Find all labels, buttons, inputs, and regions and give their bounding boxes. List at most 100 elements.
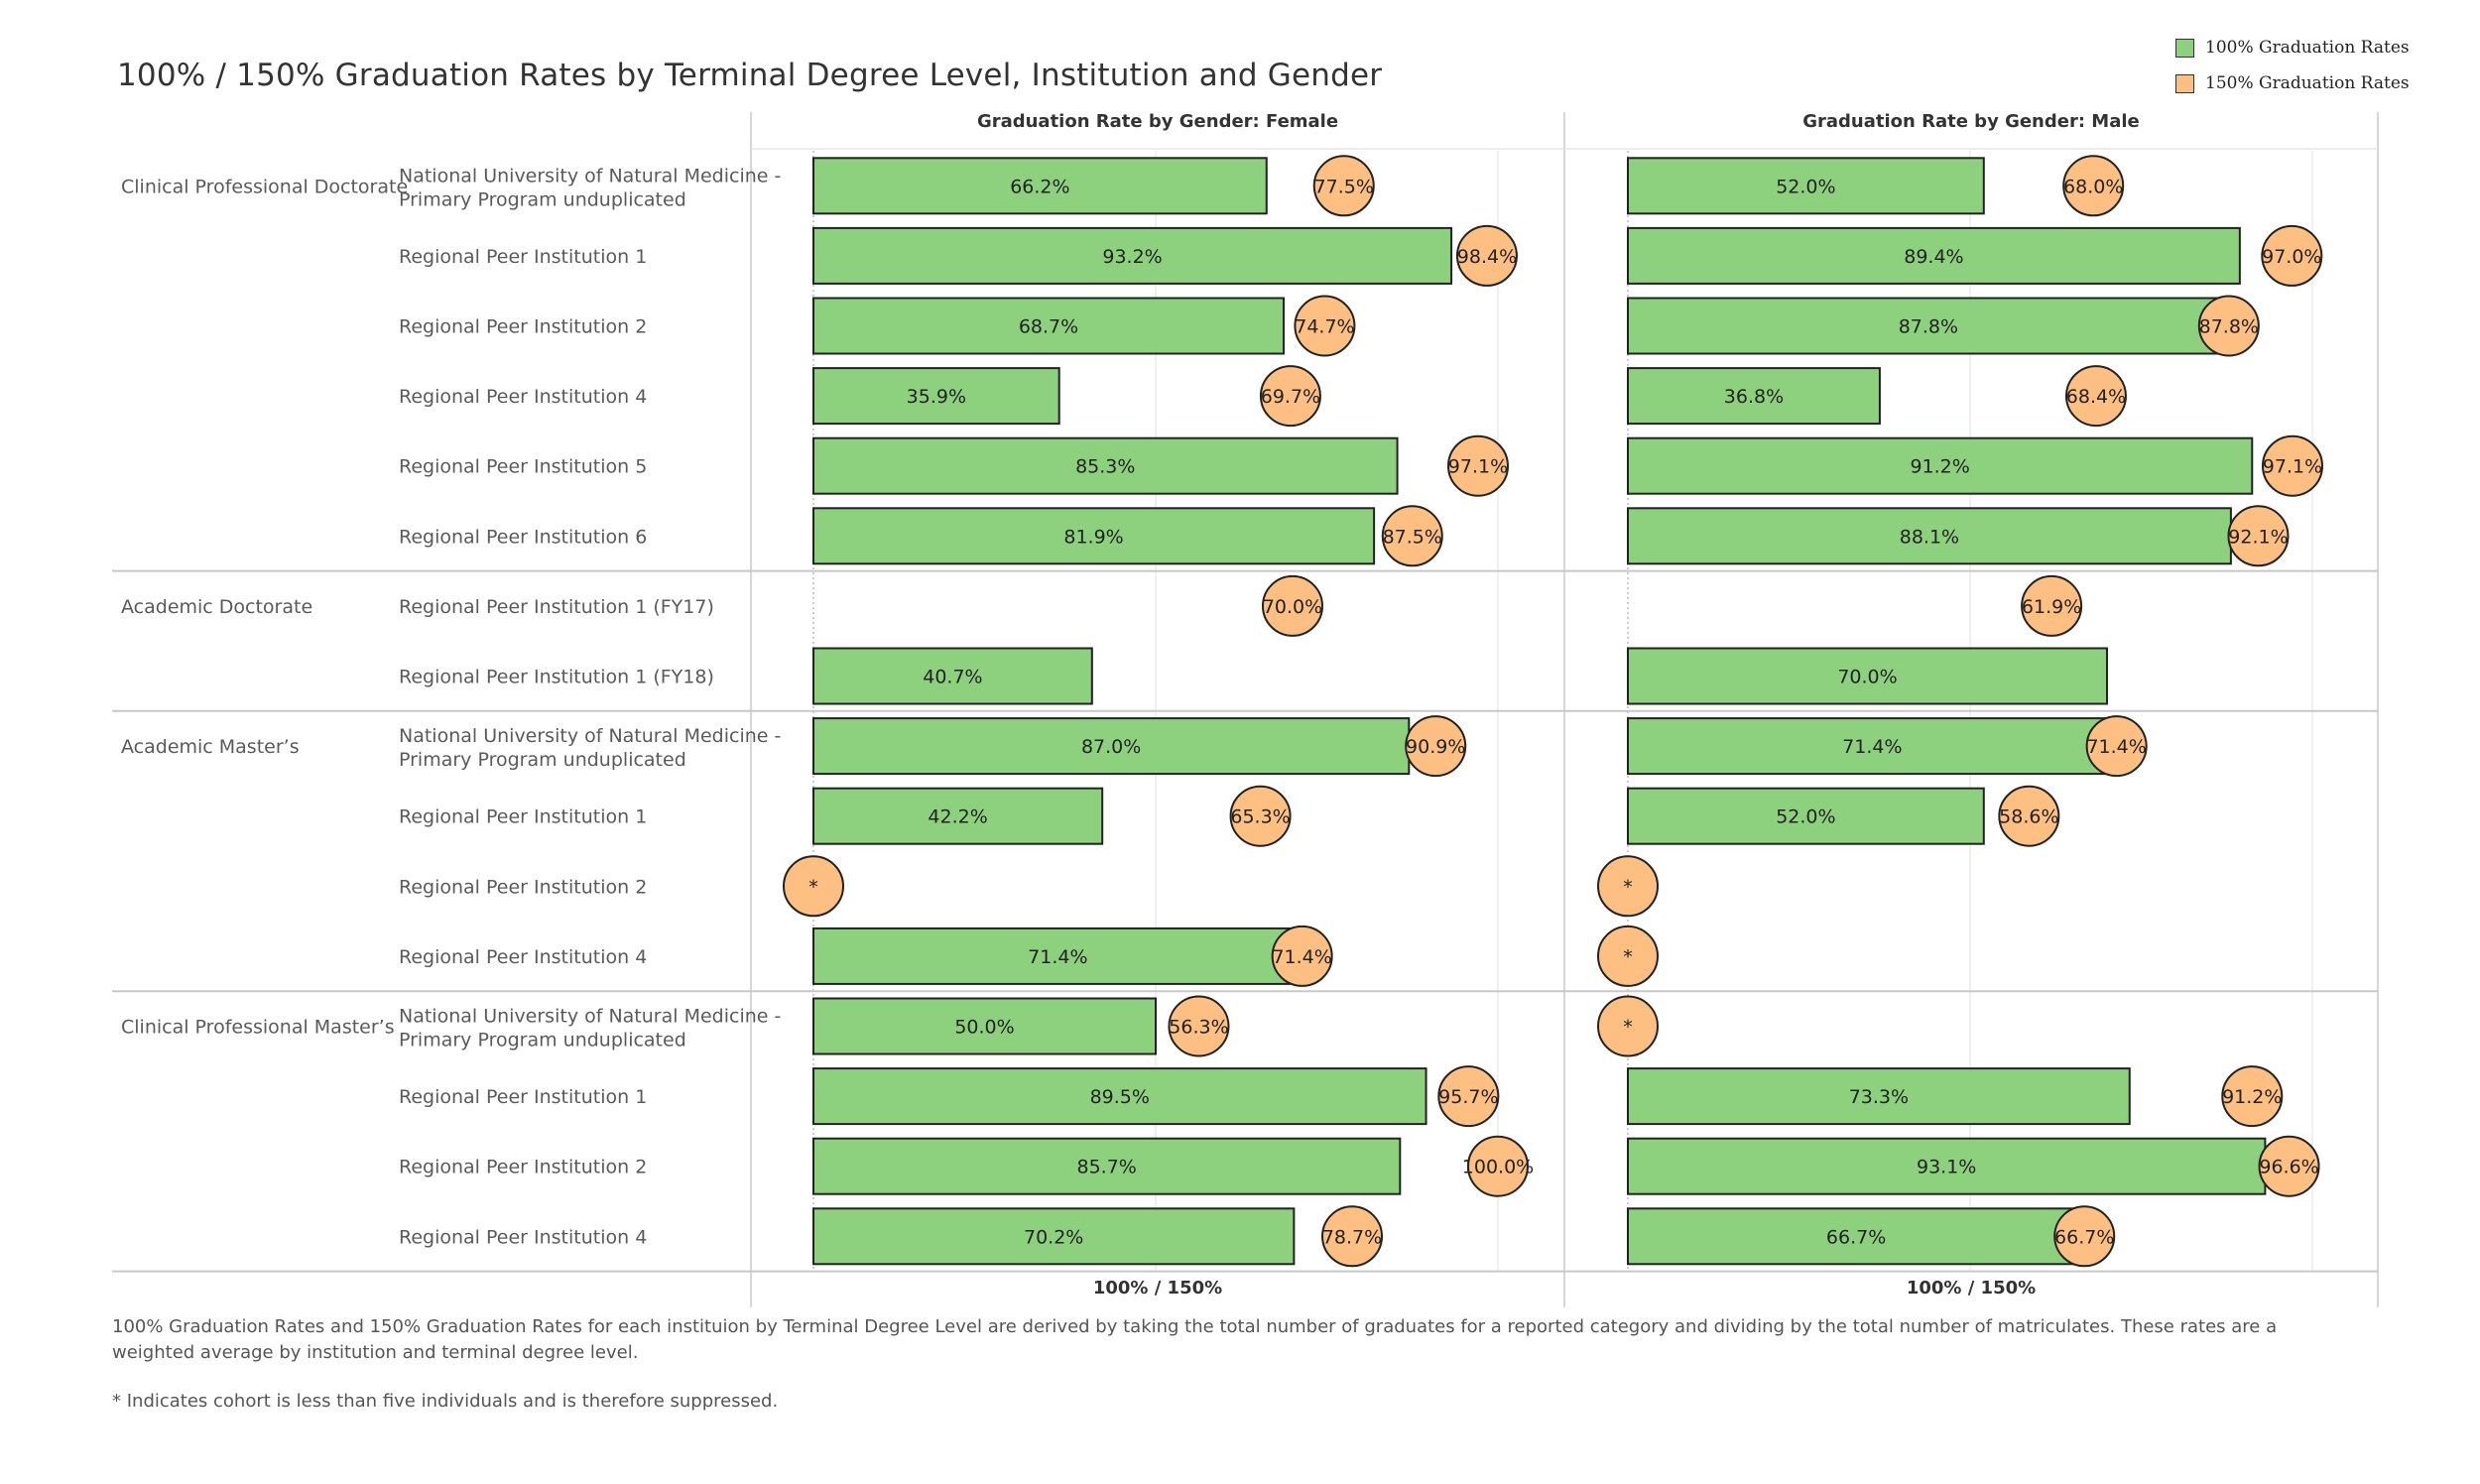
institution-label: National University of Natural Medicine … bbox=[399, 165, 781, 186]
group-label: Academic Doctorate bbox=[121, 596, 312, 618]
institution-label: Regional Peer Institution 4 bbox=[399, 1226, 647, 1248]
dot-label-150-female: 78.7% bbox=[1322, 1226, 1382, 1248]
institution-label: Regional Peer Institution 2 bbox=[399, 1157, 647, 1178]
dot-label-150-male: 66.7% bbox=[2054, 1226, 2114, 1248]
bar-label-100-female: 93.2% bbox=[1102, 246, 1162, 268]
dot-label-150-female: 69.7% bbox=[1261, 386, 1320, 408]
group-label: Academic Master’s bbox=[121, 736, 300, 758]
bar-100-female bbox=[812, 367, 1060, 426]
dot-150-female bbox=[1455, 224, 1518, 287]
dot-150-male bbox=[2261, 224, 2323, 287]
dot-150-female bbox=[1229, 785, 1292, 847]
dot-150-female bbox=[1262, 574, 1323, 637]
legend-item-150[interactable]: 150% Graduation Rates bbox=[2175, 65, 2410, 101]
panel-header-male: Graduation Rate by Gender: Male bbox=[1802, 111, 2140, 132]
bar-label-100-female: 68.7% bbox=[1019, 316, 1078, 338]
chart-title: 100% / 150% Graduation Rates by Terminal… bbox=[117, 58, 1383, 93]
bar-100-female bbox=[812, 1207, 1296, 1266]
legend-swatch-100 bbox=[2175, 38, 2194, 58]
institution-label: Regional Peer Institution 4 bbox=[399, 946, 647, 968]
panel-header-female: Graduation Rate by Gender: Female bbox=[976, 111, 1339, 132]
dot-150-male bbox=[2197, 295, 2260, 357]
x-axis-label-female: 100% / 150% bbox=[1092, 1278, 1223, 1298]
dot-label-150-female: 98.4% bbox=[1457, 246, 1517, 268]
dot-150-male bbox=[2261, 434, 2323, 497]
group-label: Clinical Professional Master’s bbox=[121, 1017, 395, 1039]
bar-label-100-female: 42.2% bbox=[928, 806, 987, 828]
dot-label-150-female: 71.4% bbox=[1272, 946, 1331, 968]
dot-150-male bbox=[2053, 1205, 2116, 1268]
dot-150-female bbox=[1168, 995, 1230, 1057]
bar-label-100-female: 85.7% bbox=[1076, 1157, 1136, 1178]
bar-100-female bbox=[812, 787, 1104, 845]
legend-label-150: 150% Graduation Rates bbox=[2205, 73, 2410, 93]
dot-label-150-male: * bbox=[1623, 876, 1633, 898]
bar-label-100-female: 40.7% bbox=[923, 667, 982, 688]
institution-label: Regional Peer Institution 5 bbox=[399, 456, 647, 478]
bar-label-100-female: 70.2% bbox=[1024, 1226, 1083, 1248]
dot-label-150-female: * bbox=[808, 876, 818, 898]
bar-100-female bbox=[812, 647, 1093, 705]
bar-100-male bbox=[1627, 717, 2118, 776]
dot-150-male bbox=[2258, 1135, 2320, 1197]
bar-label-100-female: 89.5% bbox=[1090, 1086, 1150, 1108]
bar-label-100-female: 35.9% bbox=[907, 386, 966, 408]
dot-label-150-female: 56.3% bbox=[1169, 1017, 1228, 1039]
bar-100-male bbox=[1627, 1137, 2267, 1195]
dot-label-150-female: 100.0% bbox=[1462, 1157, 1534, 1178]
bar-label-100-male: 73.3% bbox=[1849, 1086, 1909, 1108]
bar-100-female bbox=[812, 1067, 1427, 1126]
bar-label-100-male: 91.2% bbox=[1910, 456, 1969, 478]
bar-label-100-male: 52.0% bbox=[1776, 176, 1835, 197]
legend: 100% Graduation Rates 150% Graduation Ra… bbox=[2175, 30, 2410, 101]
dot-150-female bbox=[1467, 1135, 1529, 1197]
dot-label-150-female: 97.1% bbox=[1448, 456, 1508, 478]
bar-label-100-female: 50.0% bbox=[954, 1017, 1014, 1039]
dot-150-male bbox=[1998, 785, 2060, 847]
bar-label-100-male: 52.0% bbox=[1776, 806, 1835, 828]
dot-label-150-male: 87.8% bbox=[2199, 316, 2259, 338]
bar-label-100-male: 71.4% bbox=[1842, 736, 1902, 758]
bar-100-male bbox=[1627, 297, 2230, 355]
bar-label-100-female: 81.9% bbox=[1063, 526, 1123, 548]
dot-label-150-male: 91.2% bbox=[2222, 1086, 2282, 1108]
bar-100-female bbox=[812, 1137, 1402, 1195]
dot-150-female bbox=[1446, 434, 1509, 497]
dot-label-150-male: 71.4% bbox=[2086, 736, 2146, 758]
bar-label-100-male: 88.1% bbox=[1900, 526, 1959, 548]
footnote-methodology: 100% Graduation Rates and 150% Graduatio… bbox=[112, 1316, 2278, 1363]
bar-label-100-female: 85.3% bbox=[1075, 456, 1135, 478]
legend-item-100[interactable]: 100% Graduation Rates bbox=[2175, 30, 2410, 65]
dot-150-female bbox=[1312, 155, 1375, 217]
bar-label-100-female: 66.2% bbox=[1010, 176, 1069, 197]
institution-label: Regional Peer Institution 1 bbox=[399, 806, 647, 828]
dot-150-male bbox=[2064, 365, 2127, 428]
dot-label-150-female: 65.3% bbox=[1230, 806, 1290, 828]
dot-label-150-female: 74.7% bbox=[1295, 316, 1354, 338]
dot-label-150-male: 96.6% bbox=[2259, 1157, 2318, 1178]
group-label: Clinical Professional Doctorate bbox=[121, 176, 408, 197]
bar-100-female bbox=[812, 507, 1376, 565]
dot-150-male bbox=[2085, 715, 2148, 778]
bar-label-100-male: 66.7% bbox=[1826, 1226, 1886, 1248]
dot-150-female bbox=[1321, 1205, 1384, 1268]
bar-label-100-male: 93.1% bbox=[1917, 1157, 1976, 1178]
institution-label: Regional Peer Institution 1 (FY17) bbox=[399, 596, 714, 618]
dot-label-150-male: 97.0% bbox=[2262, 246, 2321, 268]
bar-100-male bbox=[1627, 647, 2108, 705]
dot-150-male bbox=[2062, 155, 2125, 217]
dot-label-150-male: 68.0% bbox=[2063, 176, 2123, 197]
dot-150-female bbox=[1259, 365, 1321, 428]
institution-label: Regional Peer Institution 1 (FY18) bbox=[399, 667, 714, 688]
dot-150-male bbox=[2021, 574, 2083, 637]
dot-label-150-male: 68.4% bbox=[2066, 386, 2126, 408]
bar-100-female bbox=[812, 927, 1303, 985]
dot-label-150-male: * bbox=[1623, 946, 1633, 968]
dot-150-male bbox=[1597, 855, 1659, 918]
dot-label-150-female: 90.9% bbox=[1406, 736, 1465, 758]
dot-label-150-female: 77.5% bbox=[1314, 176, 1374, 197]
bar-100-male bbox=[1627, 1207, 2086, 1266]
institution-label: Regional Peer Institution 2 bbox=[399, 876, 647, 898]
footnote-suppression: * Indicates cohort is less than five ind… bbox=[112, 1391, 779, 1412]
institution-label: Regional Peer Institution 6 bbox=[399, 526, 647, 548]
